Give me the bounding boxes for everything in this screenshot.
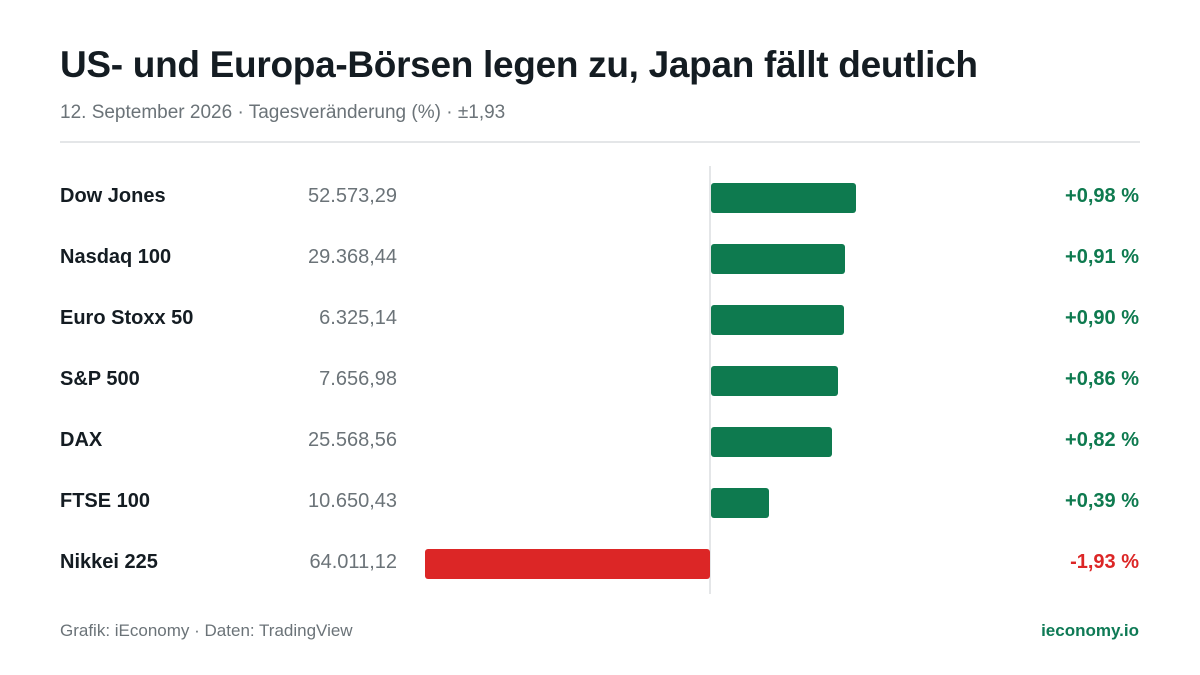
chart-row: S&P 500 7.656,98 +0,86 %: [0, 364, 1200, 398]
category-label: Nasdaq 100: [60, 246, 172, 268]
category-label: S&P 500: [60, 368, 140, 390]
change-bar: [711, 366, 838, 396]
change-percent-label: +0,98 %: [1065, 185, 1139, 207]
chart-row: FTSE 100 10.650,43 +0,39 %: [0, 486, 1200, 520]
index-level-value: 29.368,44: [308, 246, 397, 268]
chart-row: Euro Stoxx 50 6.325,14 +0,90 %: [0, 303, 1200, 337]
change-bar: [425, 549, 710, 579]
change-bar: [711, 427, 833, 457]
change-percent-label: +0,91 %: [1065, 246, 1139, 268]
change-percent-label: +0,86 %: [1065, 368, 1139, 390]
change-percent-label: +0,39 %: [1065, 490, 1139, 512]
change-bar: [711, 183, 856, 213]
change-percent-label: -1,93 %: [1070, 551, 1139, 573]
chart-row: Nasdaq 100 29.368,44 +0,91 %: [0, 242, 1200, 276]
index-level-value: 6.325,14: [319, 307, 397, 329]
category-label: Dow Jones: [60, 185, 166, 207]
index-level-value: 25.568,56: [308, 429, 397, 451]
chart-row: Dow Jones 52.573,29 +0,98 %: [0, 181, 1200, 215]
index-level-value: 10.650,43: [308, 490, 397, 512]
category-label: Euro Stoxx 50: [60, 307, 194, 329]
change-percent-label: +0,90 %: [1065, 307, 1139, 329]
header-divider: [60, 141, 1140, 143]
source-credit: Grafik: iEconomy · Daten: TradingView: [60, 621, 353, 640]
zero-axis-line: [709, 166, 711, 594]
chart-row: Nikkei 225 64.011,12 -1,93 %: [0, 547, 1200, 581]
change-bar: [711, 488, 769, 518]
change-bar: [711, 244, 846, 274]
index-level-value: 64.011,12: [309, 551, 398, 573]
index-level-value: 52.573,29: [308, 185, 397, 207]
category-label: DAX: [60, 429, 103, 451]
index-level-value: 7.656,98: [319, 368, 397, 390]
chart-subtitle: 12. September 2026 · Tagesveränderung (%…: [60, 102, 506, 123]
category-label: FTSE 100: [60, 490, 151, 512]
change-percent-label: +0,82 %: [1065, 429, 1139, 451]
category-label: Nikkei 225: [60, 551, 158, 573]
chart-title: US- und Europa-Börsen legen zu, Japan fä…: [60, 44, 978, 85]
change-bar: [711, 305, 844, 335]
brand-link[interactable]: ieconomy.io: [1041, 621, 1139, 640]
chart-row: DAX 25.568,56 +0,82 %: [0, 425, 1200, 459]
